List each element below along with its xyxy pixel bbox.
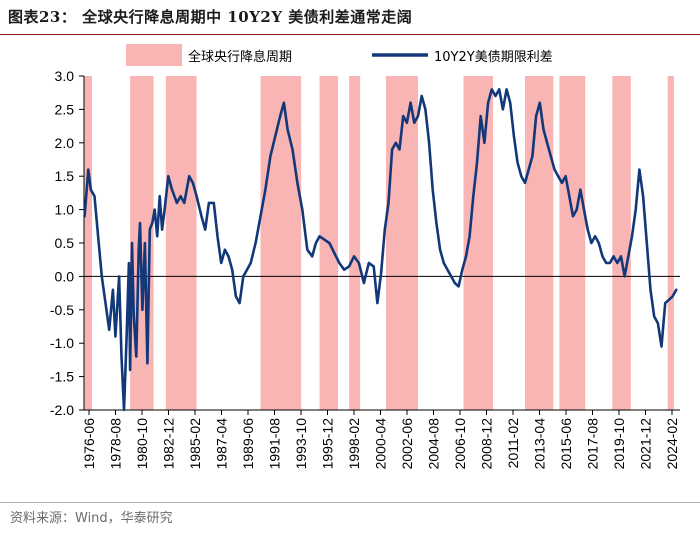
x-tick-label: 1993-10 (293, 418, 309, 470)
y-tick-label: -1.0 (50, 335, 74, 351)
cut-cycle-band (260, 76, 302, 410)
y-tick-label: 1.5 (55, 168, 75, 184)
y-tick-label: 1.0 (55, 202, 75, 218)
x-tick-label: 1989-06 (240, 418, 256, 470)
x-tick-label: 2008-12 (479, 418, 495, 470)
cut-cycle-band (165, 76, 197, 410)
legend-line-label: 10Y2Y美债期限利差 (434, 50, 553, 65)
y-tick-label: -0.5 (50, 302, 74, 318)
spread-line-group (83, 88, 678, 412)
cut-cycle-band (525, 76, 554, 410)
y-tick-label: 0.0 (55, 268, 75, 284)
x-tick-label: 1982-12 (161, 418, 177, 470)
y-tick-label: 2.5 (55, 101, 75, 117)
x-tick-label: 2002-06 (399, 418, 415, 470)
cut-cycle-band (84, 76, 92, 410)
legend: 全球央行降息周期 10Y2Y美债期限利差 (126, 44, 553, 66)
x-tick-label: 1991-08 (267, 418, 283, 470)
y-tick-label: 0.5 (55, 235, 75, 251)
footer-rule (0, 502, 700, 503)
x-tick-label: 2000-04 (373, 418, 389, 470)
x-tick-label: 1980-10 (134, 418, 150, 470)
x-tick-label: 2024-02 (664, 418, 680, 470)
source-note: 资料来源：Wind，华泰研究 (10, 511, 173, 526)
cut-cycle-band (667, 76, 674, 410)
x-tick-label: 2021-12 (638, 418, 654, 470)
x-tick-label: 2004-08 (426, 418, 442, 470)
x-tick-label: 2015-06 (558, 418, 574, 470)
cut-cycle-band (349, 76, 361, 410)
y-tick-label: -2.0 (50, 402, 74, 418)
x-tick-label: 2006-10 (452, 418, 468, 470)
chart-title: 图表23： 全球央行降息周期中 10Y2Y 美债利差通常走阔 (8, 8, 413, 26)
x-tick-label: 1978-08 (108, 418, 124, 470)
title-rule (0, 34, 700, 35)
y-axis-ticks: 3.0 2.5 2.0 1.5 1.0 0.5 0.0 -0.5 -1.0 -1.5 -2.0 (50, 68, 84, 418)
x-tick-label: 2017-08 (585, 418, 601, 470)
y-tick-label: 3.0 (55, 68, 75, 84)
x-tick-label: 1987-04 (214, 418, 230, 470)
x-axis-ticks: 1976-06 1978-08 1980-10 1982-12 1985-02 1987-… (81, 410, 680, 469)
y-tick-label: -1.5 (50, 369, 74, 385)
x-tick-label: 2011-02 (505, 418, 521, 469)
cut-cycle-band (612, 76, 631, 410)
x-tick-label: 1995-12 (320, 418, 336, 470)
x-tick-label: 1998-02 (346, 418, 362, 470)
legend-band-swatch (126, 44, 182, 66)
cut-cycle-band (559, 76, 586, 410)
x-tick-label: 2013-04 (532, 418, 548, 470)
x-tick-label: 2019-10 (611, 418, 627, 470)
x-tick-label: 1976-06 (81, 418, 97, 470)
legend-band-label: 全球央行降息周期 (188, 49, 292, 65)
x-tick-label: 1985-02 (187, 418, 203, 470)
y-tick-label: 2.0 (55, 135, 75, 151)
cut-cycle-bands (84, 76, 674, 410)
spread-line (83, 88, 678, 412)
